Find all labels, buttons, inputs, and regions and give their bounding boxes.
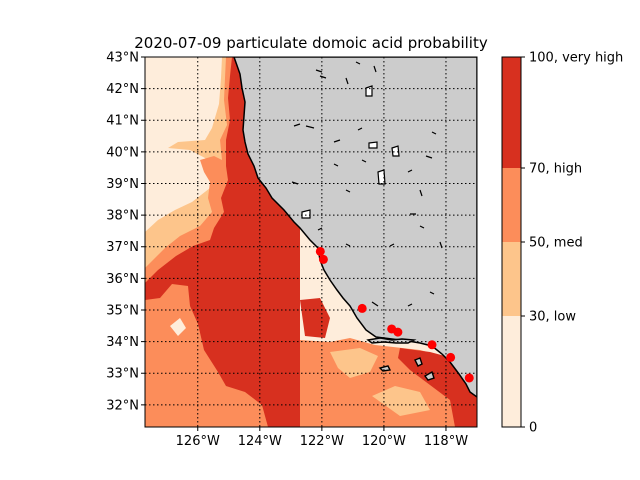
colorbar: 0 30, low 50, med 70, high 100, very high [501,51,623,436]
observation-markers [315,246,474,383]
lat-tick-label: 33°N [106,367,139,382]
island [378,365,392,372]
observation-marker [393,327,403,337]
colorbar-tick-label: 100, very high [529,51,623,66]
inland-lake [368,141,378,149]
colorbar-bin [502,316,521,427]
lon-tick-label: 118°W [424,434,468,449]
latitude-axis: 32°N 33°N 34°N 35°N 36°N 37°N 38°N 39°N 40°N 41°N… [106,51,145,413]
region-bight-very-high-probability [300,298,477,427]
map-frame [144,56,478,428]
map-panel [145,57,477,427]
lat-tick-label: 35°N [106,303,139,318]
colorbar-bin [502,57,521,168]
graticule [145,57,477,427]
colorbar-tick-label: 0 [529,421,537,436]
inland-lake [377,169,386,185]
map-title: 2020-07-09 particulate domoic acid proba… [134,34,488,52]
lat-tick-label: 32°N [106,398,139,413]
observation-marker [315,246,325,256]
colorbar-tick-label: 70, high [529,162,582,177]
lon-tick-label: 126°W [176,434,220,449]
observation-marker [318,254,328,264]
lat-tick-label: 36°N [106,272,139,287]
colorbar-bin [502,242,521,316]
island [366,337,417,344]
lon-tick-label: 122°W [300,434,344,449]
colorbar-tick-label: 30, low [529,310,576,325]
lon-tick-label: 120°W [362,434,406,449]
region-offshore-low-patch [170,318,186,336]
observation-marker [446,352,456,362]
observation-marker [427,340,437,350]
lat-tick-label: 39°N [106,177,139,192]
longitude-axis: 126°W 124°W 122°W 120°W 118°W [176,427,468,449]
observation-marker [357,303,367,313]
colorbar-bin [502,168,521,242]
inland-lake [301,209,311,219]
lat-tick-label: 42°N [106,82,139,97]
lat-tick-label: 37°N [106,240,139,255]
lat-tick-label: 43°N [106,51,139,66]
lon-tick-label: 124°W [238,434,282,449]
inland-lake [365,85,373,97]
region-bight-med-probability [330,348,430,416]
colorbar-tick-label: 50, med [529,236,583,251]
inland-lake [391,145,400,157]
lat-tick-label: 41°N [106,114,139,129]
lat-tick-label: 40°N [106,145,139,160]
observation-marker [464,373,474,383]
island [414,357,423,367]
lat-tick-label: 34°N [106,335,139,350]
lat-tick-label: 38°N [106,209,139,224]
inland-lake-outline [291,61,443,307]
